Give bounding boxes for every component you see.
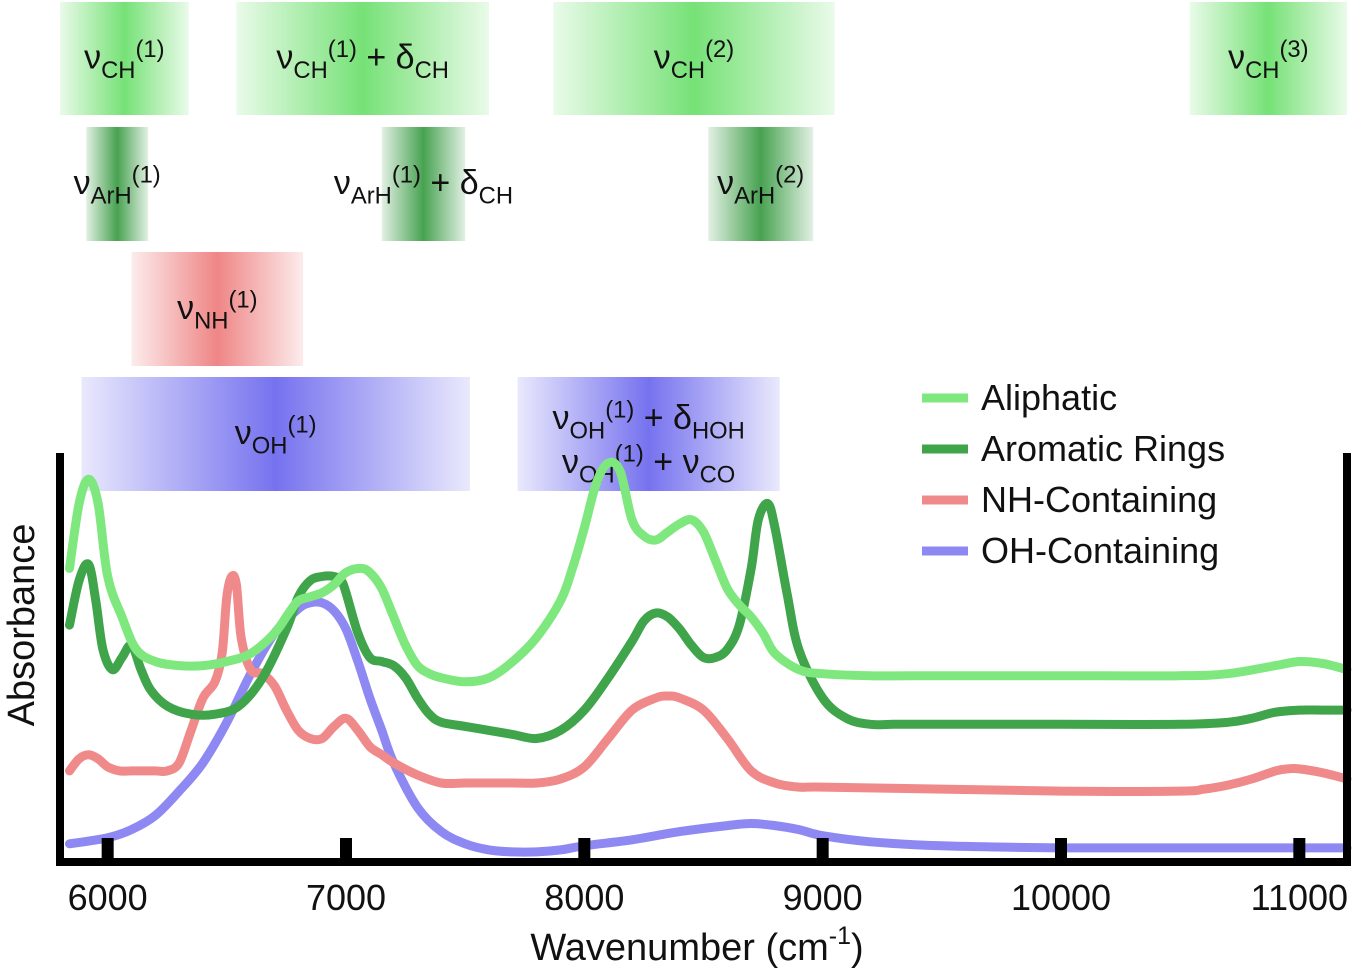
- legend: Aliphatic Aromatic Rings NH-Containing OH-C…: [922, 377, 1225, 571]
- x-tick-label-9000: 9000: [783, 877, 863, 918]
- oh-band-2: [517, 377, 780, 491]
- x-tick-label-7000: 7000: [306, 877, 386, 918]
- legend-label-4: OH-Containing: [981, 530, 1219, 571]
- band-label-layer: νCH(1) νCH(1) + δCH νCH(2) νCH(3) νArH(1) νAr…: [74, 36, 1309, 489]
- band-label-aliphatic-3: νCH(2): [654, 36, 734, 84]
- x-tick-label-6000: 6000: [68, 877, 148, 918]
- svg-text:Wavenumber (cm-1): Wavenumber (cm-1): [530, 922, 863, 969]
- legend-label-2: Aromatic Rings: [981, 428, 1225, 469]
- aliphatic-band-1: [60, 2, 189, 115]
- nh-band-1: [131, 252, 304, 366]
- aromatic-band-2: [381, 127, 466, 241]
- x-tick-label-11000: 11000: [1251, 877, 1348, 918]
- x-tick-label-8000: 8000: [544, 877, 624, 918]
- axes: [56, 453, 1351, 866]
- band-label-aliphatic-4: νCH(3): [1228, 36, 1308, 84]
- band-label-aromatic-3: νArH(2): [717, 161, 804, 209]
- aromatic-band-3: [708, 127, 814, 241]
- series-line-aliphatic: [65, 457, 1352, 687]
- series-layer: [65, 457, 1352, 857]
- band-label-oh-1: νOH(1): [235, 411, 317, 459]
- series-line-aromatic-rings: [65, 499, 1352, 744]
- y-axis-label: Absorbance: [1, 524, 43, 727]
- legend-label-1: Aliphatic: [981, 377, 1117, 418]
- aromatic-band-1: [86, 127, 149, 241]
- aliphatic-band-4: [1189, 2, 1347, 115]
- x-axis-title: Wavenumber (cm-1): [530, 922, 863, 969]
- x-axis-label: Wavenumber (cm: [530, 927, 828, 969]
- series-line-nh-containing: [65, 571, 1352, 796]
- band-label-aliphatic-2: νCH(1) + δCH: [276, 36, 449, 84]
- band-label-oh-combination-1: νOH(1) + δHOH: [552, 396, 744, 444]
- band-label-oh-combination-2: νOH(1) + νCO: [562, 440, 735, 488]
- band-assignment-layer: [60, 2, 1347, 491]
- oh-band-1: [81, 377, 470, 491]
- band-label-aromatic-1: νArH(1): [74, 161, 161, 209]
- x-axis-label-close: ): [851, 927, 864, 969]
- x-tick-label-10000: 10000: [1011, 877, 1111, 918]
- series-line-oh-containing: [65, 597, 1352, 857]
- x-axis-label-sup: -1: [829, 922, 851, 950]
- x-ticks: 6000 7000 8000 9000 10000 11000: [68, 838, 1348, 918]
- band-label-aromatic-2: νArH(1) + δCH: [334, 161, 513, 209]
- aliphatic-band-3: [553, 2, 835, 115]
- band-label-aliphatic-1: νCH(1): [84, 36, 164, 84]
- band-label-nh-1: νNH(1): [177, 286, 257, 334]
- legend-label-3: NH-Containing: [981, 479, 1217, 520]
- aliphatic-band-2: [236, 2, 489, 115]
